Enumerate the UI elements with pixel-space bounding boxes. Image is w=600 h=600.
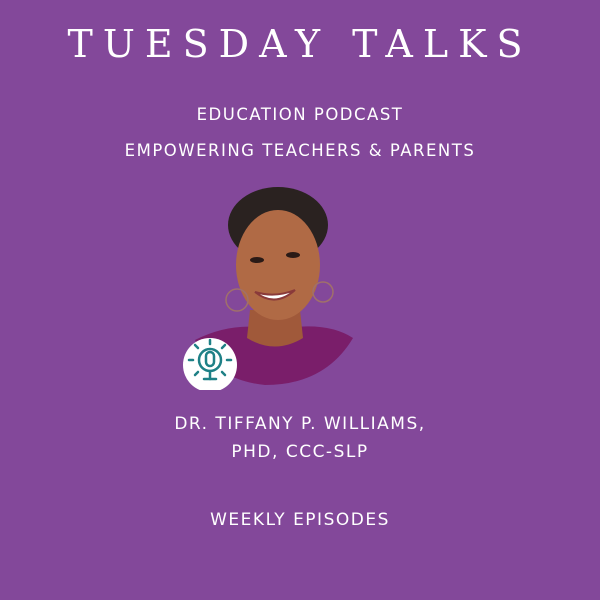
podcast-microphone-icon [183, 338, 237, 390]
host-face [236, 210, 320, 320]
hoop-earring [312, 281, 334, 303]
host-neck [247, 310, 303, 347]
host-credentials: PHD, CCC-SLP [231, 442, 369, 462]
podcast-tagline: EMPOWERING TEACHERS & PARENTS [124, 141, 476, 160]
podcast-subtitle: EDUCATION PODCAST [196, 105, 404, 124]
episode-schedule: WEEKLY EPISODES [210, 510, 390, 530]
host-name: DR. TIFFANY P. WILLIAMS, [174, 414, 426, 434]
host-photo [183, 187, 353, 390]
podcast-title: TUESDAY TALKS [67, 22, 533, 66]
hoop-earring [225, 288, 249, 312]
host-eye [250, 257, 264, 263]
host-eye [286, 252, 300, 258]
host-smile [254, 289, 296, 301]
